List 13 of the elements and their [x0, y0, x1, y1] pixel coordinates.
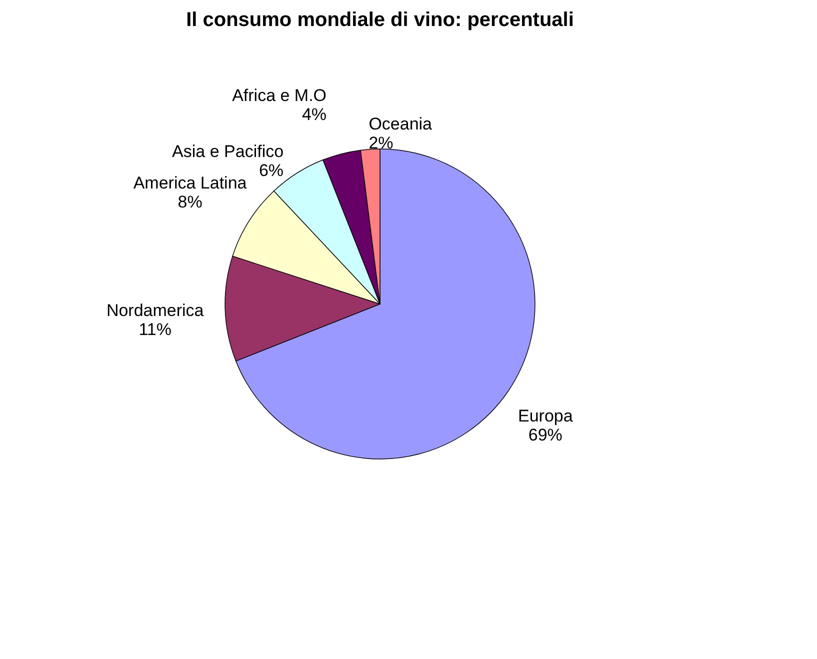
data-label: 11% [138, 320, 172, 340]
data-label: 8% [178, 192, 202, 212]
data-label: 4% [302, 104, 327, 124]
slice-label: Asia e Pacifico [172, 142, 284, 162]
slice-label: Oceania [368, 114, 433, 134]
chart-title: Il consumo mondiale di vino: percentuali [186, 9, 574, 31]
slice-label: America Latina [133, 173, 248, 192]
data-label: 2% [368, 133, 394, 152]
data-label: 69% [528, 425, 562, 444]
slice-label: Nordamerica [106, 301, 204, 320]
slice-label: Africa e M.O [232, 86, 327, 105]
data-label: 6% [258, 161, 284, 180]
slice-label: Europa [518, 406, 574, 426]
